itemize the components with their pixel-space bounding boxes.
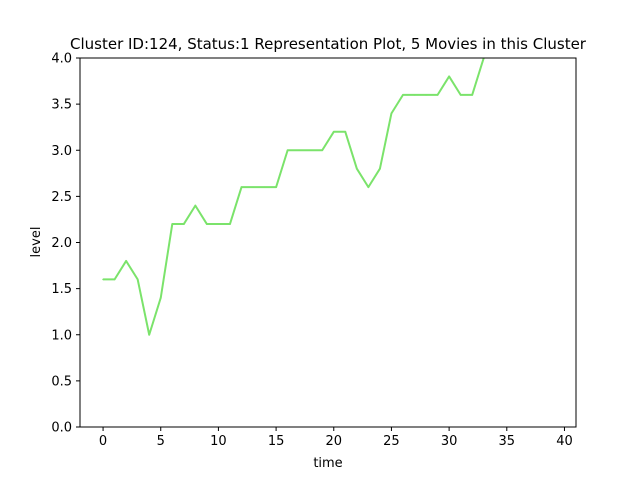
data-point: [344, 131, 347, 133]
data-point: [436, 94, 439, 96]
data-point: [263, 186, 266, 188]
data-point: [125, 260, 127, 262]
data-point: [367, 186, 370, 188]
tick-marks: 0 5 10 15 20 25 30 35 40 0.0 0.5 1.0 1.5 2.0 2.5 3.0 3.5…: [51, 52, 572, 450]
data-point: [309, 149, 312, 152]
data-point: [240, 186, 243, 188]
data-point: [252, 186, 254, 188]
y-tick-label: 2.0: [51, 236, 72, 251]
x-tick-label: 30: [441, 434, 458, 449]
x-tick-label: 35: [499, 434, 516, 449]
data-point: [413, 94, 416, 96]
chart-title: Cluster ID:124, Status:1 Representation …: [70, 35, 587, 53]
y-tick-label: 0.5: [51, 374, 72, 389]
data-point: [402, 94, 404, 96]
data-point: [183, 223, 185, 225]
x-tick-label: 40: [556, 434, 573, 449]
data-point: [229, 223, 231, 225]
data-point: [159, 297, 162, 299]
y-tick-label: 1.5: [51, 282, 72, 297]
data-point: [356, 167, 358, 170]
data-point: [390, 112, 393, 115]
y-axis-label: level: [29, 227, 44, 258]
data-point: [379, 167, 381, 170]
data-point: [332, 131, 335, 133]
y-tick-label: 0.0: [51, 421, 72, 436]
x-tick-label: 5: [157, 434, 165, 449]
series-line: [103, 58, 485, 336]
data-point: [113, 278, 116, 281]
data-point: [286, 149, 289, 152]
x-tick-label: 25: [383, 434, 400, 449]
data-point: [171, 223, 174, 225]
data-point: [194, 204, 197, 207]
data-point: [275, 186, 277, 188]
y-tick-label: 4.0: [51, 52, 72, 67]
y-tick-label: 3.0: [51, 144, 72, 159]
data-point: [217, 223, 220, 225]
y-tick-label: 3.5: [51, 98, 72, 113]
plot-frame: [79, 57, 577, 428]
data-point: [206, 223, 208, 225]
y-tick-label: 2.5: [51, 190, 72, 205]
series-layer: [102, 58, 485, 336]
x-tick-label: 15: [268, 434, 285, 449]
data-point: [148, 333, 151, 336]
data-point: [459, 94, 462, 96]
data-point: [321, 149, 324, 152]
data-point: [471, 94, 473, 96]
data-point: [448, 75, 450, 78]
data-point: [298, 149, 300, 152]
data-point: [425, 94, 427, 96]
x-axis-label: time: [313, 456, 342, 471]
x-tick-label: 0: [99, 434, 107, 449]
data-point: [102, 278, 104, 281]
y-tick-label: 1.0: [51, 328, 72, 343]
data-point: [136, 278, 139, 281]
x-tick-label: 20: [325, 434, 342, 449]
x-tick-label: 10: [210, 434, 227, 449]
